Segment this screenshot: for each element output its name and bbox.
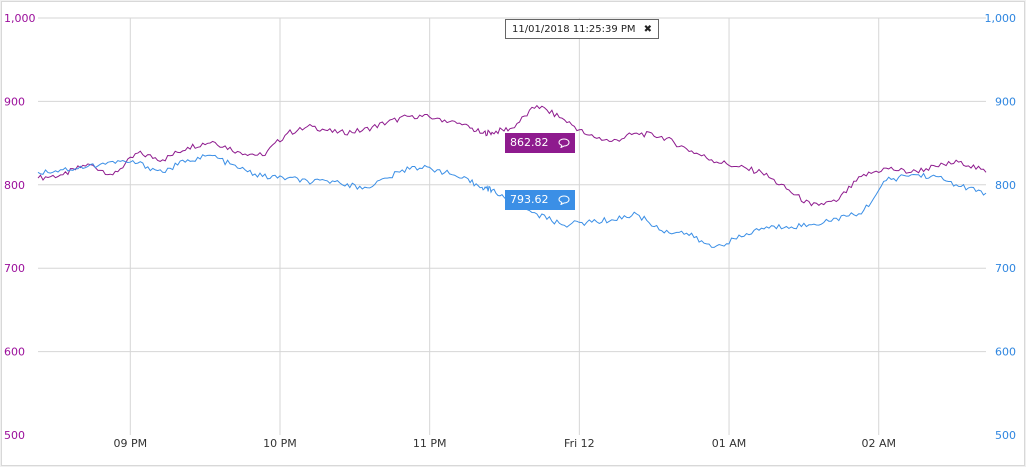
y-left-tick-label: 900 xyxy=(4,95,25,108)
series-b-value: 793.62 xyxy=(510,193,549,206)
comment-icon xyxy=(558,138,570,148)
series-a-value-badge[interactable]: 862.82 xyxy=(505,133,575,153)
x-tick-label: Fri 12 xyxy=(564,437,595,450)
y-left-tick-label: 700 xyxy=(4,262,25,275)
x-tick-label: 09 PM xyxy=(113,437,147,450)
y-right-tick-label: 900 xyxy=(995,95,1016,108)
y-right-tick-label: 700 xyxy=(995,262,1016,275)
y-right-tick-label: 800 xyxy=(995,179,1016,192)
x-tick-label: 10 PM xyxy=(263,437,297,450)
series-a-value: 862.82 xyxy=(510,136,549,149)
y-left-tick-label: 600 xyxy=(4,346,25,359)
y-right-tick-label: 600 xyxy=(995,346,1016,359)
series-lines xyxy=(37,104,987,248)
grid-lines xyxy=(38,17,986,435)
comment-icon xyxy=(558,195,570,205)
y-right-tick-label: 1,000 xyxy=(985,12,1017,25)
y-left-tick-label: 500 xyxy=(4,429,25,442)
x-tick-label: 11 PM xyxy=(413,437,447,450)
axis-labels: 500 600 700 800 900 1,000 500 600 700 800 900 1,000… xyxy=(4,12,1016,450)
y-right-tick-label: 500 xyxy=(995,429,1016,442)
series-b-value-badge[interactable]: 793.62 xyxy=(505,190,575,210)
series-a-line xyxy=(37,104,987,207)
cursor-timestamp-box: 11/01/2018 11:25:39 PM ✖ xyxy=(505,19,659,39)
close-icon[interactable]: ✖ xyxy=(643,24,652,35)
series-b-line xyxy=(37,154,987,248)
y-left-tick-label: 800 xyxy=(4,179,25,192)
y-left-tick-label: 1,000 xyxy=(4,12,36,25)
x-tick-label: 01 AM xyxy=(712,437,747,450)
cursor-timestamp: 11/01/2018 11:25:39 PM xyxy=(512,24,636,35)
x-tick-label: 02 AM xyxy=(861,437,896,450)
